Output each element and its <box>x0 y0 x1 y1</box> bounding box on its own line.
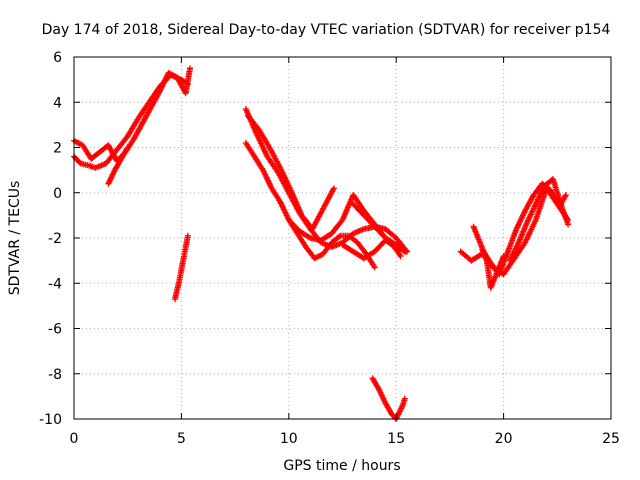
series-arc-early-4 <box>171 232 191 303</box>
data-point-marker <box>562 192 569 199</box>
x-tick-label: 20 <box>495 431 513 447</box>
data-point-marker <box>371 264 378 271</box>
data-point-marker <box>186 65 193 72</box>
series-arc-night-4 <box>507 176 572 264</box>
y-tick-label: -4 <box>48 276 62 292</box>
data-point-marker <box>401 395 408 402</box>
y-tick-label: -10 <box>39 412 62 428</box>
y-tick-label: -2 <box>48 231 62 247</box>
data-point-marker <box>305 234 312 241</box>
data-point-marker <box>124 144 131 151</box>
y-tick-label: 2 <box>53 141 62 157</box>
series-arc-mid-2 <box>242 139 378 271</box>
x-tick-label: 15 <box>387 431 405 447</box>
data-point-marker <box>403 248 410 255</box>
x-tick-label: 25 <box>602 431 620 447</box>
series-arc-early-2 <box>71 65 193 165</box>
chart-title: Day 174 of 2018, Sidereal Day-to-day VTE… <box>42 22 611 38</box>
y-tick-label: -6 <box>48 322 62 338</box>
y-axis-label: SDTVAR / TECUs <box>7 181 23 296</box>
x-axis-label: GPS time / hours <box>283 458 400 474</box>
data-point-marker <box>565 221 572 228</box>
y-tick-label: 4 <box>53 95 62 111</box>
y-tick-label: -8 <box>48 367 62 383</box>
data-point-marker <box>336 233 343 240</box>
x-tick-label: 5 <box>177 431 186 447</box>
series-arc-early-3 <box>105 144 131 187</box>
data-point-marker <box>330 185 337 192</box>
series-arc-late-dip <box>369 375 408 422</box>
y-tick-label: 6 <box>53 50 62 66</box>
y-tick-label: 0 <box>53 186 62 202</box>
series-arc-night-3 <box>470 223 507 291</box>
series-arc-mid-3 <box>244 112 337 232</box>
data-point-marker <box>184 232 191 239</box>
data-point-marker <box>500 253 507 260</box>
data-points <box>71 65 572 422</box>
axis-ticks: 0 5 10 15 20 25 -10 -8 -6 -4 -2 0 2 4 6 <box>39 50 620 447</box>
data-point-marker <box>397 253 404 260</box>
series-arc-mid-6 <box>350 201 404 260</box>
x-tick-label: 0 <box>70 431 79 447</box>
x-tick-label: 10 <box>280 431 298 447</box>
